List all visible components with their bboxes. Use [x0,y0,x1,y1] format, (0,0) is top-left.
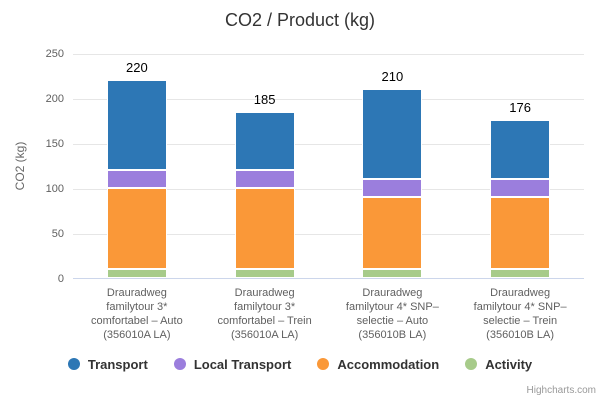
y-axis-labels: 0 50 100 150 200 250 [0,48,64,285]
y-axis-tick-label: 250 [45,48,64,60]
y-axis-tick-label: 200 [45,93,64,105]
chart-title: CO2 / Product (kg) [224,10,376,30]
bar-segment-activity[interactable] [490,269,551,278]
bar-segment-activity[interactable] [362,269,423,278]
bar-segment-local-transport[interactable] [490,179,551,197]
category-label-line: (356010A LA) [103,329,171,341]
gridline-100 [73,189,584,190]
category-label-line: familytour 4* SNP– [345,301,439,313]
transport-legend-marker-icon [67,358,80,370]
stack-total-label: 210 [381,69,404,84]
category-label-line: comfortabel – Auto [91,315,183,327]
category-label-line: Drauradweg [490,287,551,299]
gridline-200 [73,99,584,100]
legend-item-local-transport[interactable]: Local Transport [173,356,292,372]
bar-stack-2[interactable] [234,111,295,278]
bar-segment-transport[interactable] [234,111,295,170]
legend-label: Transport [87,356,148,372]
category-label-4: Drauradweg familytour 4* SNP– selectie – T… [450,286,590,342]
accommodation-legend-marker-icon [317,358,330,370]
gridline-50 [73,234,584,235]
category-label-line: selectie – Trein [483,315,558,327]
x-axis-labels: Drauradweg familytour 3* comfortabel – Aut… [73,286,584,348]
category-label-line: (356010B LA) [486,329,555,341]
y-axis-tick-label: 100 [45,183,64,195]
category-label-line: Drauradweg [106,287,167,299]
category-label-line: familytour 4* SNP– [473,301,567,313]
activity-legend-marker-icon [465,358,478,370]
gridline-150 [73,144,584,145]
category-label-line: familytour 3* [234,301,296,313]
legend-item-accommodation[interactable]: Accommodation [317,357,439,372]
plot-area: 220 185 210 176 [73,54,584,279]
stack-total-label: 185 [253,91,276,107]
bar-segment-accommodation[interactable] [362,197,423,269]
bar-segment-accommodation[interactable] [490,197,551,269]
category-label-line: familytour 3* [106,301,168,313]
legend-item-activity[interactable]: Activity [465,357,532,372]
legend-label: Activity [485,356,533,372]
bar-segment-transport[interactable] [106,80,167,170]
bar-segment-activity[interactable] [234,269,295,278]
legend: Transport Local Transport Accommodation Act… [0,354,600,374]
stack-total-label: 176 [509,99,531,115]
category-label-line: Drauradweg [362,287,423,299]
legend-item-transport[interactable]: Transport [67,356,148,372]
local-transport-legend-marker-icon [173,358,186,370]
bar-segment-accommodation[interactable] [106,188,167,269]
category-label-2: Drauradweg familytour 3* comfortabel – Tre… [195,286,335,342]
bar-segment-local-transport[interactable] [106,170,167,188]
bar-segment-transport[interactable] [362,89,423,179]
category-label-line: (356010A LA) [230,329,299,341]
bar-stack-3[interactable] [362,89,423,278]
bar-segment-activity[interactable] [106,269,167,278]
category-label-line: selectie – Auto [356,315,429,327]
category-label-line: Drauradweg [234,287,295,299]
legend-label: Local Transport [193,356,292,372]
highcharts-credit[interactable]: Highcharts.com [526,385,596,396]
y-axis-tick-label: 50 [51,228,64,240]
stack-total-label: 220 [126,60,148,75]
bar-segment-transport[interactable] [490,119,551,179]
category-label-3: Drauradweg familytour 4* SNP– selectie – A… [322,286,462,342]
y-axis-tick-label: 150 [45,138,64,150]
bar-segment-accommodation[interactable] [234,188,295,269]
legend-label: Accommodation [337,356,440,372]
category-label-line: (356010B LA) [358,329,427,341]
category-label-line: comfortabel – Trein [217,315,312,327]
bar-segment-local-transport[interactable] [234,170,295,188]
y-axis-tick-label: 0 [57,273,64,285]
bar-segment-local-transport[interactable] [362,179,423,197]
category-label-1: Drauradweg familytour 3* comfortabel – Aut… [67,286,207,342]
bar-stack-4[interactable] [490,119,551,278]
gridline-250 [73,54,584,55]
bar-stack-1[interactable] [106,80,167,278]
